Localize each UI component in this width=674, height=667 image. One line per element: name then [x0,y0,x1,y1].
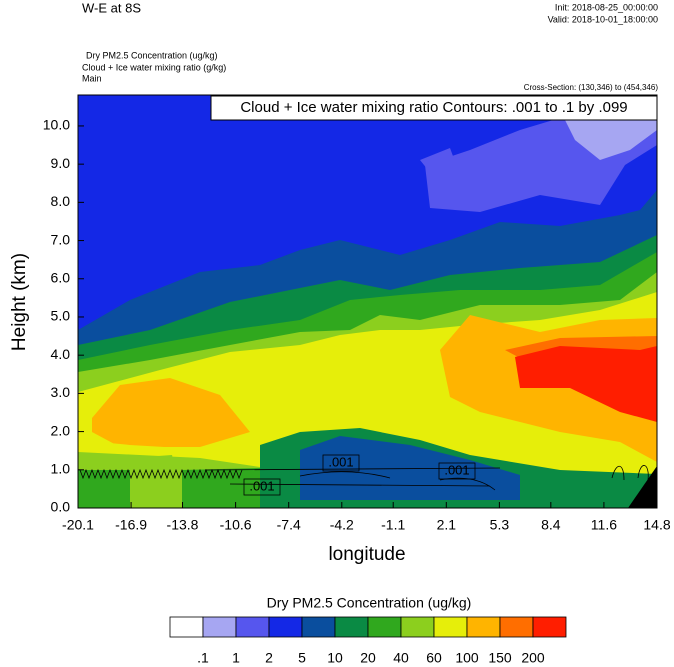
y-tick-label: 4.0 [51,346,71,362]
y-tick-label: 9.0 [51,155,71,171]
y-axis-label: Height (km) [9,253,30,351]
colorbar-label: 10 [327,650,343,666]
colorbar-label: 1 [232,650,240,666]
x-tick-label: -20.1 [62,517,94,533]
contour-line [79,468,243,480]
colorbar-swatch [400,616,435,638]
colorbar-swatch [499,616,534,638]
y-tick-label: 5.0 [51,308,71,324]
contour-fill [420,148,460,185]
colorbar-label: 5 [298,650,306,666]
colorbar-swatch [301,616,336,638]
contour-fill [78,470,130,508]
colorbar-label: 100 [455,650,479,666]
colorbar-label: 200 [521,650,545,666]
info-box [210,95,658,121]
y-tick-label: 0.0 [51,499,71,515]
field-title: Cloud + Ice water mixing ratio (g/kg) [82,62,226,72]
x-tick-label: 14.8 [643,517,670,533]
colorbar-title: Dry PM2.5 Concentration (ug/kg) [267,595,472,611]
y-tick-label: 8.0 [51,193,71,209]
contour-label: .001 [249,478,274,493]
contour-label: .001 [328,454,353,469]
contour-label-box [438,462,476,480]
contour-label: .001 [444,462,469,477]
colorbar-label: 60 [426,650,442,666]
contour-fill [300,436,520,500]
y-tick-label: 10.0 [43,117,70,133]
x-tick-label: -10.6 [220,517,252,533]
x-axis-label: longitude [328,544,405,565]
colorbar-label: 20 [360,650,376,666]
field-title: Dry PM2.5 Concentration (ug/kg) [86,50,218,60]
contour-fill [182,468,260,508]
terrain [628,466,657,508]
x-tick-label: -16.9 [115,517,147,533]
colorbar-label: 2 [265,650,273,666]
contour-label-box [243,478,281,496]
y-tick-label: 1.0 [51,460,71,476]
chart-title: W-E at 8S [82,0,141,15]
colorbar-swatch [532,616,567,638]
contour-info: Cloud + Ice water mixing ratio Contours:… [240,99,627,116]
colorbar-label: 150 [488,650,512,666]
valid-time: Valid: 2018-10-01_18:00:00 [548,14,658,24]
colorbar-swatch [334,616,369,638]
x-tick-label: 11.6 [591,517,617,533]
y-tick-label: 6.0 [51,269,71,285]
y-tick-label: 3.0 [51,384,71,400]
x-tick-label: -13.8 [167,517,199,533]
colorbar-label: 40 [393,650,409,666]
init-time: Init: 2018-08-25_00:00:00 [555,2,658,12]
x-tick-label: -1.1 [381,517,405,533]
x-tick-label: 8.4 [541,517,561,533]
colorbar-swatch [466,616,501,638]
colorbar-swatch [202,616,237,638]
x-tick-label: -4.2 [330,517,354,533]
contour-fill [92,378,250,447]
colorbar-swatch [367,616,402,638]
contour-label-box [322,454,360,472]
colorbar-swatch [268,616,303,638]
colorbar-label: .1 [197,650,209,666]
x-tick-label: -7.4 [277,517,301,533]
field-title: Main [82,73,102,83]
field [78,95,657,508]
cross-section: Cross-Section: (130,346) to (454,346) [524,83,659,92]
colorbar-swatch [235,616,270,638]
plot-frame [77,94,658,509]
x-tick-label: 5.3 [490,517,510,533]
contour-fill [130,455,182,500]
y-tick-label: 7.0 [51,231,71,247]
x-tick-label: 2.1 [437,517,457,533]
y-tick-label: 2.0 [51,422,71,438]
contour-fill [515,346,657,422]
colorbar-swatch [169,616,204,638]
colorbar-swatch [433,616,468,638]
